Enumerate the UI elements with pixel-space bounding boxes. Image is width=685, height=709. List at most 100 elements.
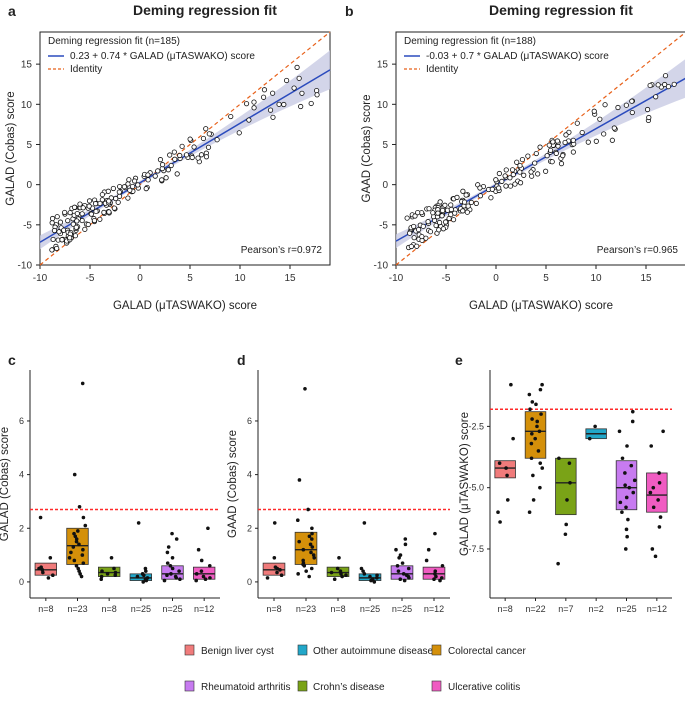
data-point: [540, 382, 544, 387]
data-point: [200, 135, 207, 142]
data-point: [165, 573, 169, 577]
x-tick-label: 5: [543, 273, 549, 284]
data-point: [531, 498, 536, 502]
data-point: [503, 167, 509, 173]
x-tick-label: n=8: [38, 604, 53, 614]
data-point: [73, 534, 78, 539]
x-tick-label: n=8: [266, 604, 281, 614]
data-point: [338, 569, 343, 573]
data-point: [574, 120, 580, 126]
x-tick-label: n=23: [67, 604, 87, 614]
data-point: [568, 480, 572, 485]
data-point: [426, 547, 431, 552]
data-point: [337, 555, 341, 560]
data-point: [624, 495, 629, 500]
data-point: [203, 154, 210, 160]
data-point: [504, 466, 508, 470]
data-point: [344, 573, 348, 577]
scatter-panel-b: Deming regression fit -10-10 -5 -5 0 0 5 5 10 10 1…: [361, 2, 685, 312]
data-point: [426, 206, 432, 212]
y-tick-label: -5: [379, 220, 388, 231]
scatter-panel-a: Deming regression fit -10-10 -5 -5 0 0 5 5 10 10 1…: [5, 2, 331, 312]
data-point: [372, 580, 377, 584]
data-point: [564, 522, 569, 527]
data-point: [549, 159, 555, 165]
data-point: [397, 555, 401, 560]
data-point: [661, 429, 665, 434]
data-point: [115, 199, 121, 205]
data-point: [632, 478, 637, 483]
data-point: [567, 461, 572, 465]
panel-label-e: e: [455, 352, 463, 368]
data-point: [436, 227, 442, 233]
y-tick-label: 2: [19, 523, 24, 533]
y-tick-label: -5: [23, 220, 32, 231]
data-point: [671, 81, 677, 87]
data-point: [111, 205, 117, 211]
data-point: [507, 175, 513, 181]
data-point: [236, 130, 242, 136]
y-tick-label: -7.5: [468, 544, 484, 554]
data-point: [630, 409, 635, 414]
data-point: [92, 201, 99, 207]
data-point: [629, 98, 635, 104]
data-point: [196, 547, 201, 552]
x-tick-label: n=22: [525, 604, 545, 614]
data-point: [97, 200, 103, 207]
data-point: [174, 537, 179, 541]
y-axis-label: GAAD (Cobas) score: [227, 430, 239, 538]
legend-label-rheumatoid: Rheumatoid arthritis: [201, 682, 290, 693]
data-point: [540, 466, 545, 470]
data-point: [425, 219, 431, 225]
x-tick-label: n=25: [162, 604, 182, 614]
data-point: [563, 132, 569, 138]
data-point: [424, 558, 429, 563]
data-point: [620, 510, 624, 514]
data-point: [528, 407, 532, 412]
data-point: [214, 137, 220, 143]
box-panel-d: 0 2 4 6 GAAD (Cobas) score n=8 n=23 n=8 n=25 n=25…: [227, 370, 450, 614]
x-tick-label: n=12: [424, 604, 444, 614]
data-point: [301, 562, 305, 567]
data-point: [463, 192, 469, 198]
data-point: [309, 566, 314, 571]
data-point: [563, 532, 568, 537]
data-point: [489, 186, 495, 192]
data-point: [170, 531, 174, 536]
data-point: [398, 553, 403, 557]
data-point: [662, 73, 669, 79]
data-point: [514, 159, 520, 165]
data-point: [644, 106, 651, 113]
data-point: [544, 153, 550, 159]
data-point: [72, 531, 76, 536]
data-point: [439, 213, 445, 219]
data-point: [74, 218, 80, 224]
data-point: [117, 183, 123, 190]
data-point: [624, 505, 628, 510]
data-point: [169, 572, 173, 576]
legend-swatch-rheumatoid: [184, 680, 195, 692]
data-point: [477, 193, 484, 199]
legend-title: Deming regression fit (n=188): [404, 36, 536, 47]
chart-title: Deming regression fit: [489, 2, 633, 18]
data-point: [59, 237, 65, 243]
x-tick-label: 10: [234, 273, 246, 284]
data-point: [143, 186, 149, 192]
data-point: [110, 185, 116, 192]
x-tick-label: n=25: [616, 604, 636, 614]
data-point: [201, 574, 206, 579]
data-point: [157, 157, 164, 163]
data-point: [145, 172, 151, 178]
data-point: [496, 510, 500, 514]
data-point: [653, 554, 658, 559]
legend-swatch-benign: [184, 644, 195, 656]
data-point: [539, 412, 543, 416]
data-point: [191, 144, 197, 150]
data-point: [125, 195, 131, 201]
data-point: [400, 561, 405, 565]
data-point: [626, 517, 630, 522]
data-point: [93, 208, 99, 215]
data-point: [412, 213, 418, 219]
data-point: [488, 195, 494, 201]
data-point: [57, 219, 64, 225]
